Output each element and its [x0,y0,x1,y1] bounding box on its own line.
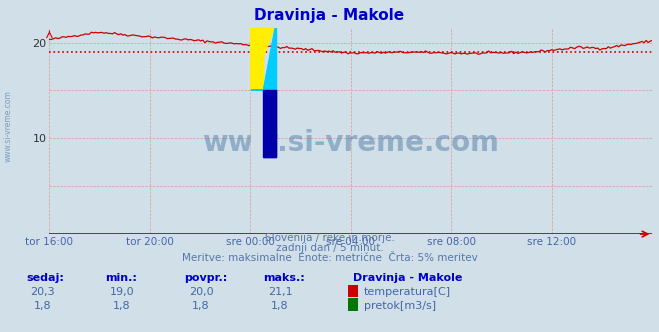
Text: 21,1: 21,1 [268,288,293,297]
Text: Dravinja - Makole: Dravinja - Makole [353,273,462,283]
Text: maks.:: maks.: [264,273,305,283]
Polygon shape [264,90,276,157]
Text: 20,0: 20,0 [188,288,214,297]
Text: Slovenija / reke in morje.: Slovenija / reke in morje. [264,233,395,243]
Polygon shape [251,23,276,90]
Text: 19,0: 19,0 [109,288,134,297]
Text: 1,8: 1,8 [34,301,51,311]
Polygon shape [264,23,276,90]
Polygon shape [251,23,276,90]
Text: min.:: min.: [105,273,137,283]
Polygon shape [264,90,276,157]
Text: www.si-vreme.com: www.si-vreme.com [3,90,13,162]
Text: 1,8: 1,8 [113,301,130,311]
Text: 1,8: 1,8 [192,301,210,311]
Text: Dravinja - Makole: Dravinja - Makole [254,8,405,23]
Text: 20,3: 20,3 [30,288,55,297]
Text: 1,8: 1,8 [272,301,289,311]
Text: temperatura[C]: temperatura[C] [364,287,451,297]
Text: sedaj:: sedaj: [26,273,64,283]
Text: www.si-vreme.com: www.si-vreme.com [202,129,500,157]
Text: zadnji dan / 5 minut.: zadnji dan / 5 minut. [275,243,384,253]
Text: pretok[m3/s]: pretok[m3/s] [364,301,436,311]
Polygon shape [251,23,264,90]
Text: Meritve: maksimalne  Enote: metrične  Črta: 5% meritev: Meritve: maksimalne Enote: metrične Črta… [182,253,477,263]
Polygon shape [251,90,264,157]
Text: povpr.:: povpr.: [185,273,228,283]
Polygon shape [251,23,264,90]
